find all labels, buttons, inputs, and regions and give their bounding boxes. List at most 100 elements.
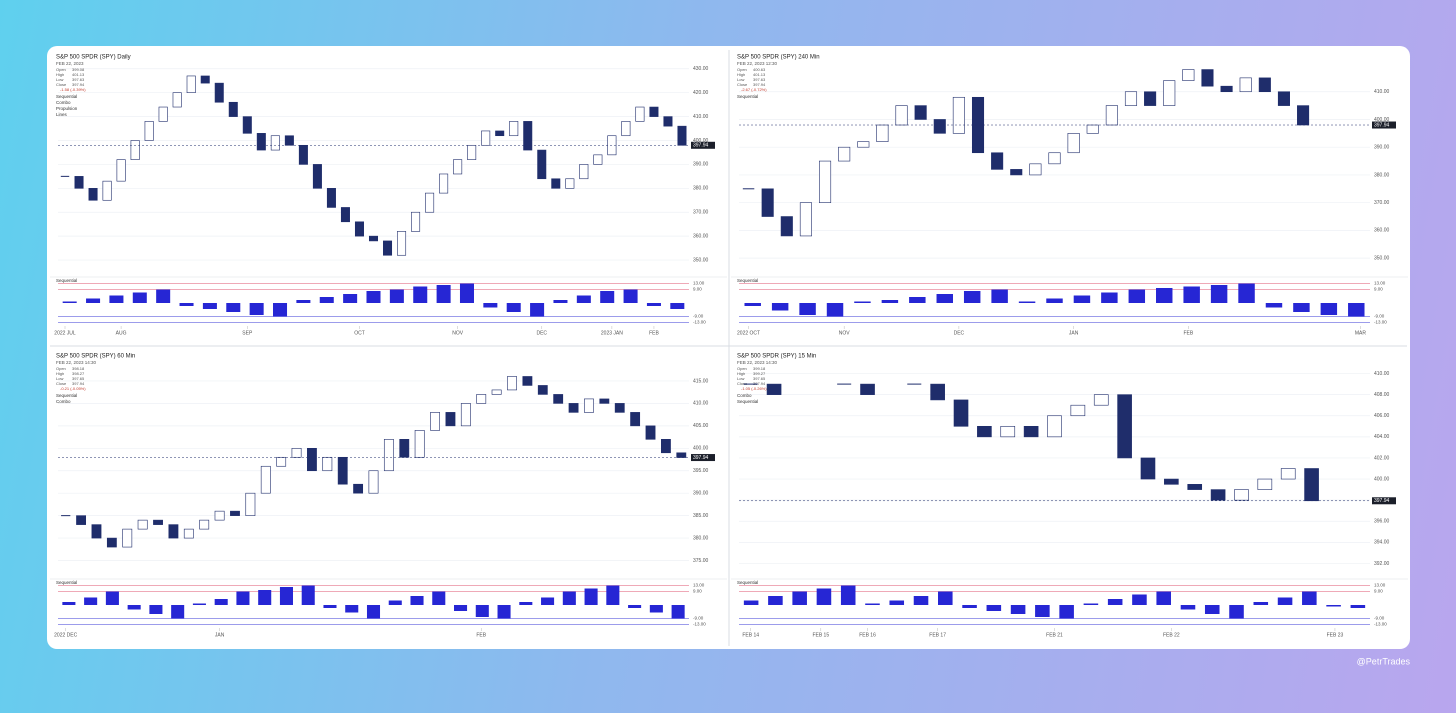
x-tick-label: AUG — [116, 330, 127, 336]
indicator-bar — [343, 294, 358, 303]
study-label: Combo — [56, 399, 71, 404]
candle — [614, 403, 625, 413]
chart-date: FEB 22, 2023 14:30 — [56, 360, 97, 365]
indicator-bar — [192, 603, 206, 605]
indicator-bar — [475, 605, 489, 617]
candle — [383, 439, 394, 472]
candle — [1070, 404, 1086, 417]
candle — [780, 216, 793, 237]
indicator-bar — [1183, 286, 1200, 303]
candle — [153, 519, 163, 525]
x-tick-label: NOV — [839, 330, 851, 336]
indicator-bar — [1059, 605, 1074, 619]
candle — [183, 528, 194, 539]
candle — [353, 483, 364, 494]
candle — [1257, 478, 1273, 490]
ohlc-label: Open — [737, 366, 747, 371]
indicator-bar — [1046, 298, 1063, 303]
ohlc-label: Open — [56, 366, 66, 371]
x-tick-label: FEB — [476, 632, 486, 638]
indicator-bar — [389, 289, 404, 303]
candle — [523, 121, 533, 151]
indicator-bar — [105, 591, 119, 605]
indicator-bar — [1350, 605, 1366, 608]
candle — [568, 403, 579, 413]
candle — [1023, 425, 1039, 438]
indicator-bar — [606, 585, 620, 605]
indicator-bar — [436, 285, 451, 303]
ohlc-value: 397.94 — [753, 381, 766, 386]
x-tick-label: 2022 OCT — [737, 330, 760, 336]
candle — [172, 92, 182, 108]
ohlc-value: 397.94 — [72, 82, 85, 87]
candle — [914, 105, 927, 120]
candle — [565, 178, 575, 189]
candle — [1124, 91, 1138, 106]
candle — [630, 412, 641, 427]
indicator-bar — [743, 600, 759, 605]
candle — [1086, 124, 1099, 134]
x-tick-label: FEB 17 — [929, 632, 946, 638]
indicator-bar — [1107, 599, 1123, 605]
indicator-tick-label: 9.00 — [1374, 589, 1383, 594]
ohlc-label: Close — [737, 381, 748, 386]
y-tick-label: 390.00 — [693, 491, 709, 497]
candle — [399, 439, 410, 458]
indicator-bar — [962, 605, 977, 608]
indicator-bar — [323, 605, 337, 608]
candle — [200, 75, 210, 84]
indicator-bar — [1156, 288, 1173, 303]
candle — [819, 160, 832, 203]
indicator-bar — [1010, 605, 1026, 614]
ohlc-label: Open — [56, 67, 66, 72]
indicator-bar — [646, 303, 661, 306]
y-tick-label: 396.00 — [1374, 519, 1390, 525]
candle — [411, 211, 421, 232]
indicator-tick-label: 9.00 — [693, 589, 702, 594]
indicator-tick-label: 13.00 — [693, 281, 705, 286]
ohlc-label: Close — [56, 82, 67, 87]
ohlc-label: High — [56, 371, 64, 376]
indicator-bar — [258, 590, 272, 605]
candle — [991, 152, 1004, 170]
y-tick-label: 415.00 — [693, 378, 709, 384]
indicator-bar — [506, 303, 521, 312]
candle — [857, 141, 870, 148]
indicator-bar — [889, 600, 905, 605]
ohlc-label: Close — [737, 82, 748, 87]
indicator-bar — [132, 292, 147, 303]
candle — [354, 221, 364, 237]
candle — [445, 412, 456, 427]
indicator-bar — [771, 303, 789, 311]
indicator-bar — [1128, 289, 1146, 303]
y-tick-label: 430.00 — [693, 66, 709, 72]
ohlc-value: 397.63 — [753, 77, 766, 82]
ohlc-value: 401.13 — [753, 72, 766, 77]
chart-panel: 350.00 360.00 370.00 380.00 390.00 400.00 410.… — [731, 55, 1408, 336]
candle — [1297, 105, 1310, 126]
ohlc-label: High — [56, 72, 64, 77]
indicator-name: Sequential — [56, 580, 77, 585]
x-tick-label: JAN — [215, 632, 225, 638]
candle — [228, 101, 238, 117]
y-tick-label: 410.00 — [693, 401, 709, 407]
candle — [1239, 77, 1252, 93]
x-tick-label: MAR — [1355, 330, 1367, 336]
change: -1.05 (-0.26%) — [741, 386, 767, 391]
candle — [676, 452, 687, 458]
candle — [1182, 69, 1195, 81]
candle — [168, 524, 179, 539]
indicator-bar — [854, 301, 871, 303]
candle — [270, 135, 280, 151]
indicator-tick-label: 9.00 — [1374, 287, 1383, 292]
candle — [460, 403, 471, 427]
indicator-tick-label: -9.00 — [1374, 314, 1385, 319]
indicator-bar — [410, 596, 424, 605]
candle — [1105, 105, 1118, 126]
indicator-bar — [149, 605, 163, 614]
candle — [933, 119, 946, 134]
indicator-bar — [483, 303, 498, 308]
indicator-bar — [1156, 591, 1171, 605]
indicator-bar — [938, 591, 953, 605]
